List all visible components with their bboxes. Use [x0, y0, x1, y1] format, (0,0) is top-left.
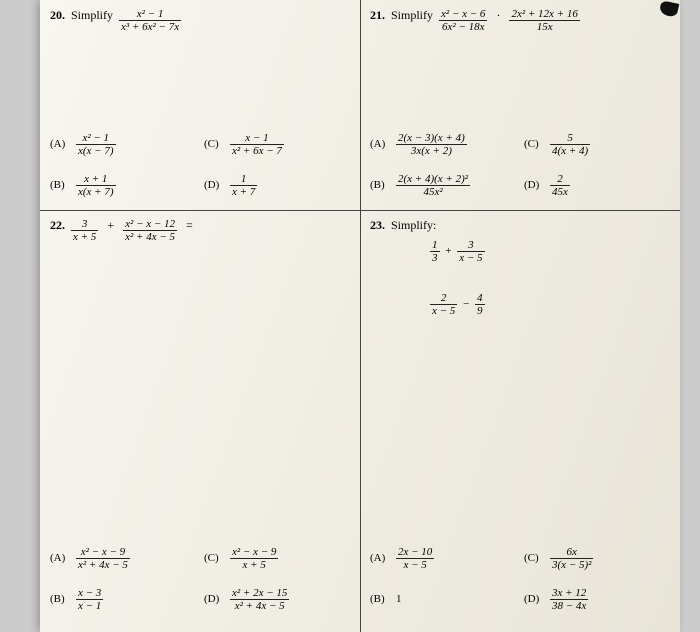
choice-label: (A) — [50, 138, 70, 150]
choice-label: (B) — [50, 179, 70, 191]
q23-choices: (A) 2x − 10x − 5 (C) 6x3(x − 5)² (B) 1 (… — [370, 546, 670, 612]
q20-choice-d: (D) 1x + 7 — [204, 173, 350, 198]
q21-choice-d: (D) 245x — [524, 173, 670, 198]
q20-number: 20. — [50, 8, 65, 23]
q21-expr1: x² − x − 6 6x² − 18x — [439, 8, 487, 33]
q22-expr1: 3 x + 5 — [71, 218, 98, 243]
q21-choices: (A) 2(x − 3)(x + 4)3x(x + 2) (C) 54(x + … — [370, 132, 670, 198]
q21-choice-a: (A) 2(x − 3)(x + 4)3x(x + 2) — [370, 132, 516, 157]
worksheet-paper: 20. Simplify x² − 1 x³ + 6x² − 7x (A) x²… — [40, 0, 680, 632]
q23-word: Simplify: — [391, 218, 436, 233]
q23-header: 23. Simplify: — [370, 218, 670, 233]
q23-choice-d: (D) 3x + 1238 − 4x — [524, 587, 670, 612]
q20-expr-den: x³ + 6x² − 7x — [119, 21, 181, 33]
q23-number: 23. — [370, 218, 385, 233]
q20-choice-c: (C) x − 1x² + 6x − 7 — [204, 132, 350, 157]
q21-number: 21. — [370, 8, 385, 23]
q21-op: · — [496, 8, 500, 23]
q22-op: + — [107, 218, 114, 233]
q21-expr2: 2x² + 12x + 16 15x — [509, 8, 579, 33]
q21-word: Simplify — [391, 8, 433, 23]
choice-label: (C) — [204, 138, 224, 150]
q22-choice-c: (C) x² − x − 9x + 5 — [204, 546, 350, 571]
q22-choice-b: (B) x − 3x − 1 — [50, 587, 196, 612]
q22-number: 22. — [50, 218, 65, 233]
q20-expression: x² − 1 x³ + 6x² − 7x — [119, 8, 181, 33]
q20-choices: (A) x² − 1x(x − 7) (C) x − 1x² + 6x − 7 … — [50, 132, 350, 198]
q23-choice-c: (C) 6x3(x − 5)² — [524, 546, 670, 571]
q23-line1: 13 + 3x − 5 — [430, 239, 670, 264]
question-22: 22. 3 x + 5 + x² − x − 12 x² + 4x − 5 = … — [40, 210, 360, 630]
q23-choice-b: (B) 1 — [370, 587, 516, 612]
q22-choice-a: (A) x² − x − 9x² + 4x − 5 — [50, 546, 196, 571]
question-20: 20. Simplify x² − 1 x³ + 6x² − 7x (A) x²… — [40, 0, 360, 210]
question-23: 23. Simplify: 13 + 3x − 5 2x − 5 − 49 (A… — [360, 210, 680, 630]
q22-header: 22. 3 x + 5 + x² − x − 12 x² + 4x − 5 = — [50, 218, 350, 243]
q22-expr2: x² − x − 12 x² + 4x − 5 — [123, 218, 177, 243]
q22-choices: (A) x² − x − 9x² + 4x − 5 (C) x² − x − 9… — [50, 546, 350, 612]
q20-choice-b: (B) x + 1x(x + 7) — [50, 173, 196, 198]
q22-choice-d: (D) x² + 2x − 15x² + 4x − 5 — [204, 587, 350, 612]
q22-eq: = — [186, 218, 193, 233]
question-21: 21. Simplify x² − x − 6 6x² − 18x · 2x² … — [360, 0, 680, 210]
q20-choice-a: (A) x² − 1x(x − 7) — [50, 132, 196, 157]
q23-line2: 2x − 5 − 49 — [430, 292, 670, 317]
q20-word: Simplify — [71, 8, 113, 23]
q21-choice-c: (C) 54(x + 4) — [524, 132, 670, 157]
q20-expr-num: x² − 1 — [119, 8, 181, 21]
q21-choice-b: (B) 2(x + 4)(x + 2)²45x² — [370, 173, 516, 198]
choice-label: (D) — [204, 179, 224, 191]
q20-header: 20. Simplify x² − 1 x³ + 6x² − 7x — [50, 8, 350, 33]
q21-header: 21. Simplify x² − x − 6 6x² − 18x · 2x² … — [370, 8, 670, 33]
q23-choice-a: (A) 2x − 10x − 5 — [370, 546, 516, 571]
